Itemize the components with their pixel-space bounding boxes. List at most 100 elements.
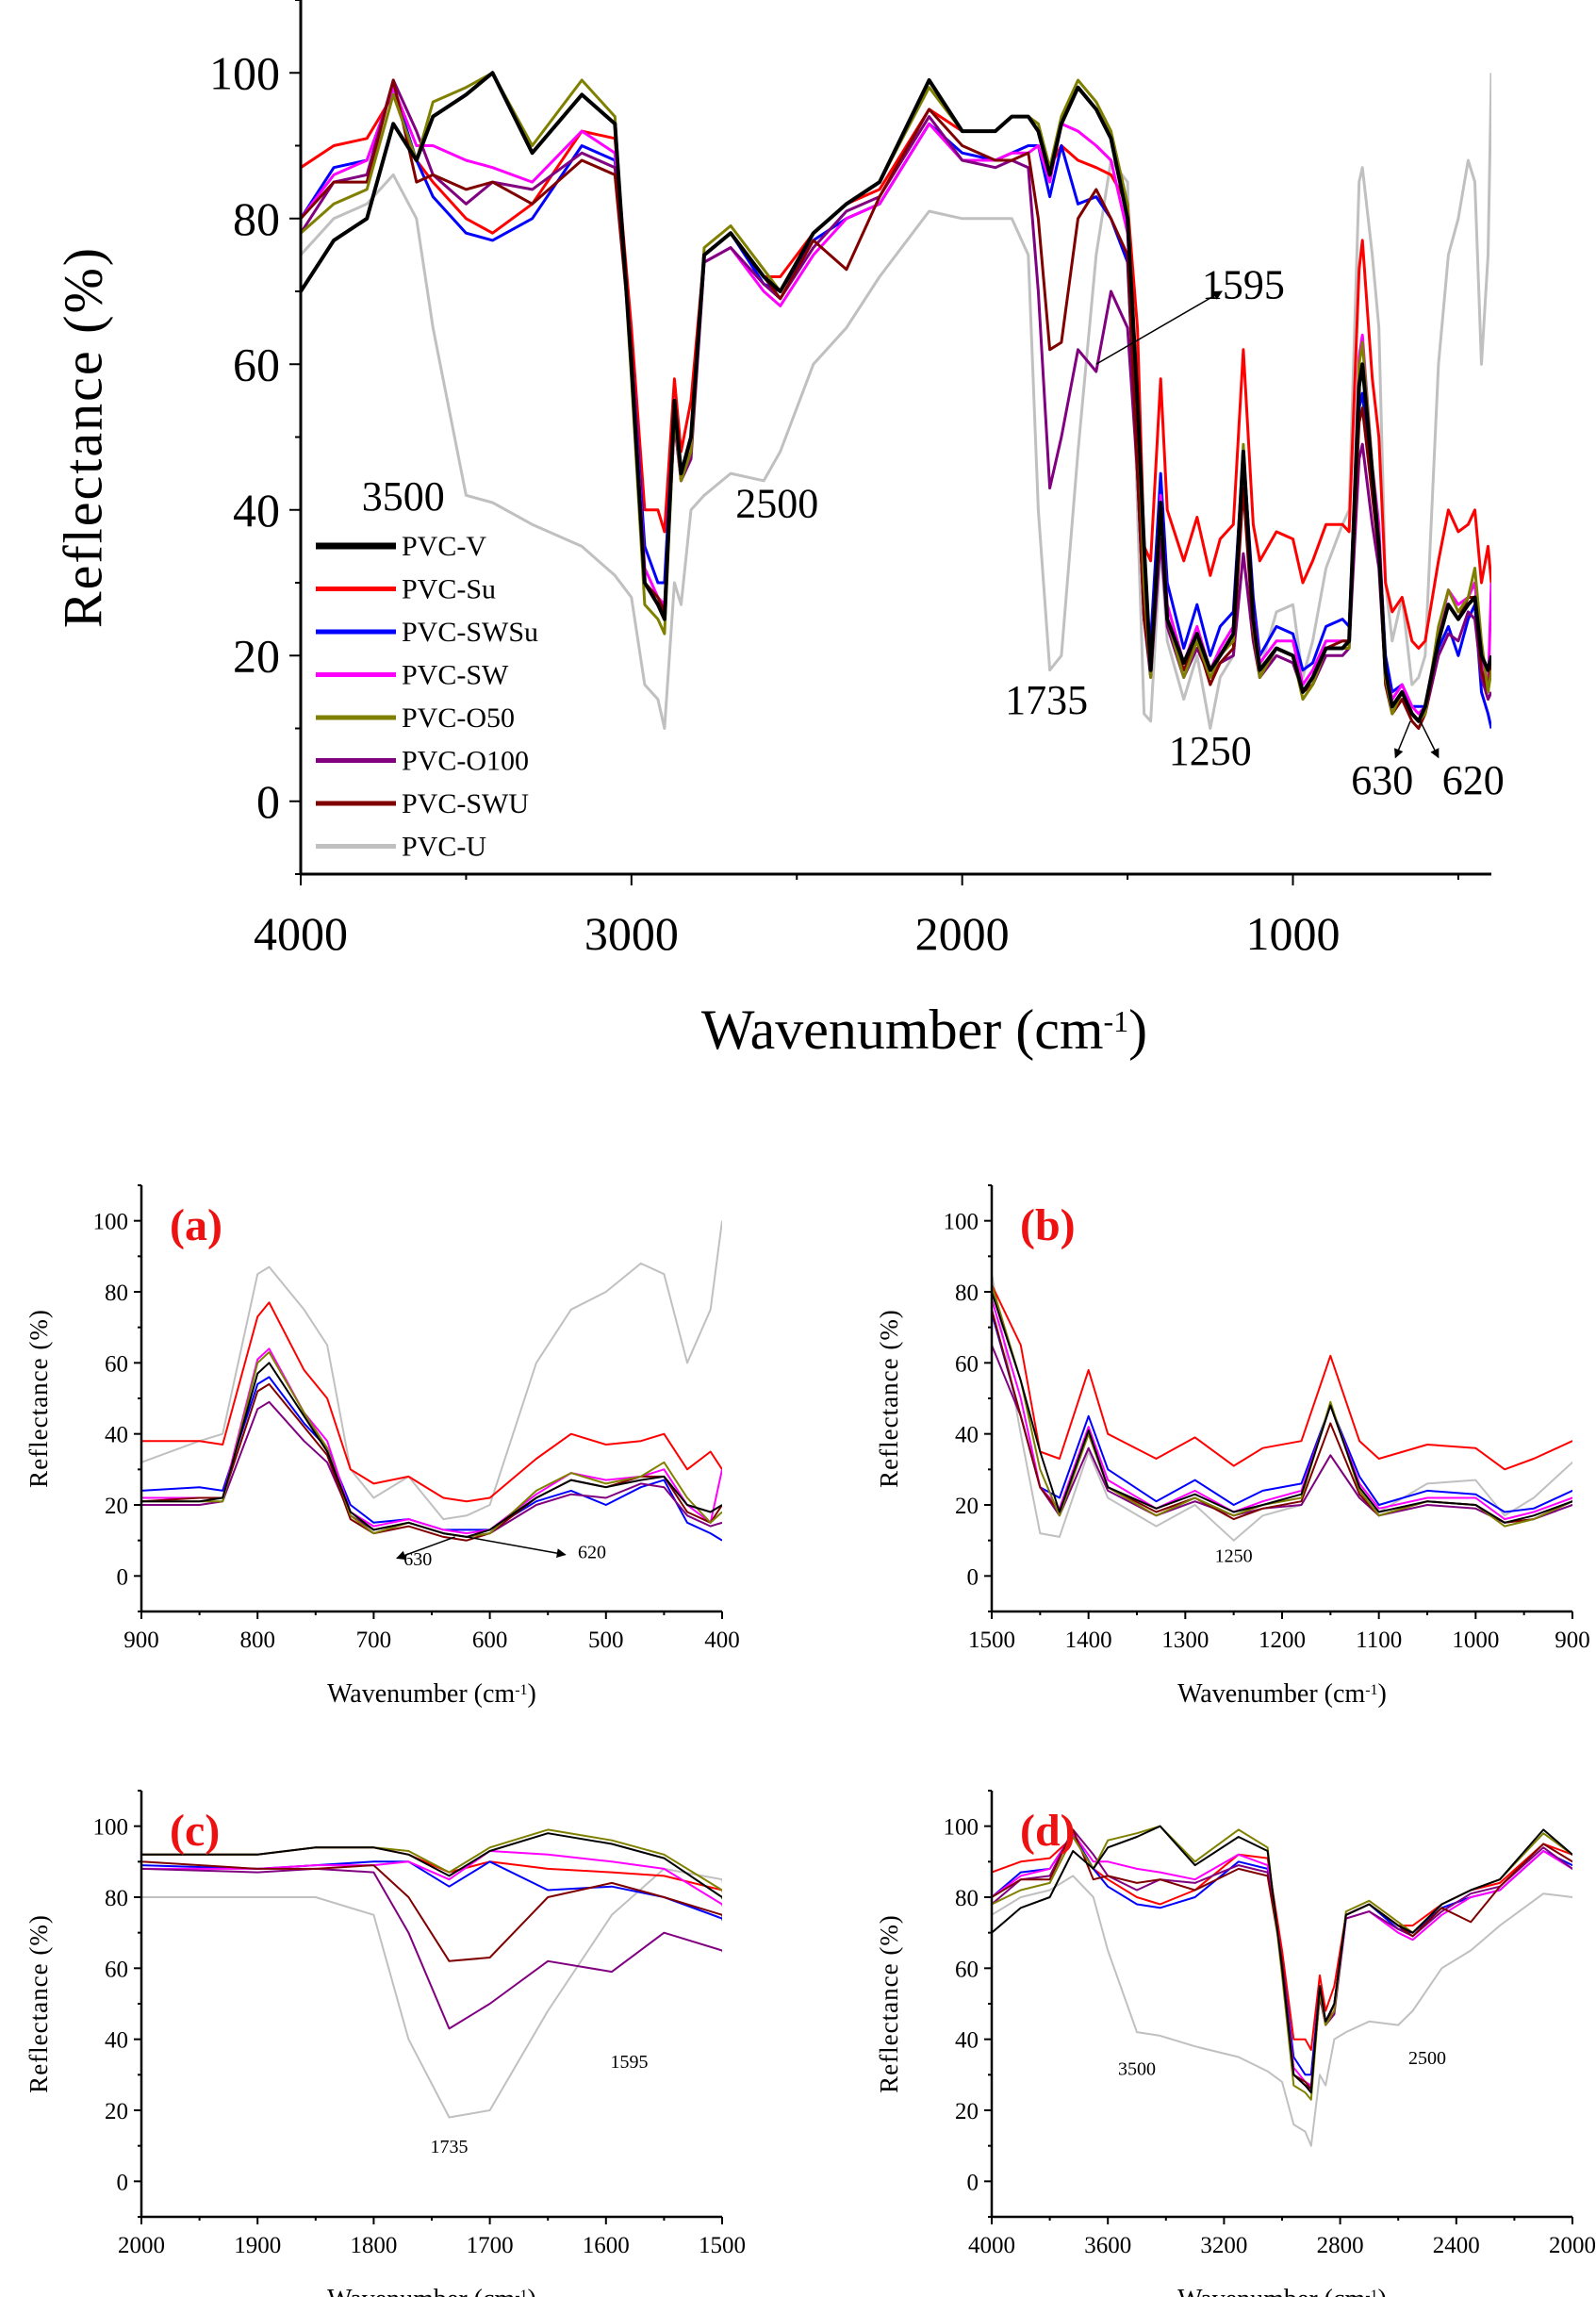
- x-tick-label: 3200: [1200, 2233, 1247, 2258]
- legend-entry: PVC-O50: [402, 702, 515, 734]
- y-tick-label: 100: [944, 1815, 979, 1841]
- panel-a: 0 20 40 60 80 100 900 800 700 600 500 400 Wavenumber…: [25, 1184, 740, 1709]
- annotation-label: 620: [1442, 757, 1505, 803]
- x-tick-label: 1600: [583, 2233, 630, 2258]
- y-axis-title: Reflectance (%): [25, 1309, 53, 1488]
- series-line-pvc-su: [992, 1283, 1572, 1471]
- x-axis-title-close: ): [1128, 999, 1147, 1061]
- annotation-label: 1250: [1169, 728, 1252, 774]
- y-tick-label: 0: [967, 2170, 979, 2195]
- legend-entry: PVC-SWSu: [402, 617, 538, 648]
- series-line-pvc-swsu: [141, 1376, 722, 1542]
- y-tick-label: 80: [105, 1281, 128, 1306]
- series-line-pvc-o50: [992, 1825, 1572, 2101]
- annotation-label: 2500: [735, 480, 818, 526]
- series-line-pvc-o100: [992, 1828, 1572, 2090]
- y-tick-label: 20: [955, 2099, 979, 2124]
- y-tick-label: 100: [944, 1210, 979, 1235]
- y-axis-title: Reflectance (%): [875, 1309, 903, 1488]
- y-tick-label: 80: [955, 1886, 979, 1911]
- series-line-pvc-o50: [141, 1351, 722, 1538]
- series-line-pvc-su: [141, 1301, 722, 1503]
- x-tick-label: 4000: [968, 2233, 1015, 2258]
- x-tick-label: 3600: [1084, 2233, 1131, 2258]
- x-tick-label: 1100: [1356, 1628, 1402, 1653]
- x-axis-title-superscript: -1: [515, 2288, 527, 2297]
- x-tick-label: 900: [1555, 1628, 1590, 1653]
- panel-label: (a): [170, 1200, 222, 1250]
- series-line-pvc-u: [992, 1273, 1572, 1542]
- y-tick-label: 80: [233, 192, 280, 245]
- legend-entry: PVC-SW: [402, 660, 509, 691]
- legend-entry: PVC-U: [402, 832, 486, 863]
- series-line-pvc-v: [992, 1290, 1572, 1524]
- x-tick-label: 400: [704, 1628, 740, 1653]
- series-line-pvc-sw: [992, 1832, 1572, 2087]
- series-line-pvc-su: [301, 92, 1491, 650]
- y-tick-label: 20: [105, 1494, 128, 1519]
- series-line-pvc-o100: [141, 1867, 722, 2030]
- annotation-label: 1250: [1215, 1545, 1253, 1566]
- series-line-pvc-swsu: [141, 1860, 722, 1922]
- x-tick-label: 1700: [467, 2233, 514, 2258]
- x-axis-title-superscript: -1: [1365, 1682, 1377, 1698]
- y-tick-label: 40: [105, 1423, 128, 1448]
- y-tick-label: 60: [955, 1957, 979, 1982]
- y-axis-title: Reflectance (%): [25, 1914, 53, 2093]
- x-axis-title: Wavenumber (cm-1): [701, 999, 1147, 1061]
- series-group: [992, 1825, 1572, 2147]
- annotation-arrow: [466, 1536, 567, 1559]
- x-axis-title: Wavenumber (cm-1): [327, 2285, 536, 2297]
- series-line-pvc-su: [992, 1836, 1572, 2051]
- x-tick-label: 700: [356, 1628, 392, 1653]
- x-axis-title-superscript: -1: [1365, 2288, 1377, 2297]
- annotation-label: 1735: [430, 2137, 468, 2157]
- x-tick-label: 900: [123, 1628, 159, 1653]
- legend-entry: PVC-O100: [402, 746, 529, 777]
- x-axis-title-close: ): [528, 2285, 536, 2297]
- series-group: [301, 71, 1491, 730]
- annotation-arrow: [1419, 720, 1440, 759]
- annotation-arrow: [1095, 290, 1223, 365]
- x-axis-title-main: Wavenumber (cm: [1177, 1679, 1365, 1709]
- x-tick-label: 1000: [1246, 907, 1341, 960]
- x-tick-label: 1900: [234, 2233, 281, 2258]
- legend-entry: PVC-SWU: [402, 788, 529, 819]
- x-axis-title-main: Wavenumber (cm: [327, 2285, 515, 2297]
- x-tick-label: 500: [588, 1628, 624, 1653]
- x-tick-label: 1200: [1259, 1628, 1306, 1653]
- y-tick-label: 20: [105, 2099, 128, 2124]
- x-axis-title-main: Wavenumber (cm: [327, 1679, 515, 1709]
- annotation-arrow: [396, 1536, 455, 1561]
- x-axis-title-main: Wavenumber (cm: [701, 999, 1104, 1061]
- panel-d: 0 20 40 60 80 100 4000 3600 3200 2800 2400 2000 Wave…: [875, 1790, 1596, 2297]
- series-line-pvc-v: [301, 71, 1491, 723]
- annotation-label: 620: [578, 1543, 606, 1563]
- x-tick-label: 1400: [1065, 1628, 1112, 1653]
- y-tick-label: 60: [105, 1957, 128, 1982]
- series-line-pvc-v: [992, 1825, 1572, 2094]
- panel-c: 0 20 40 60 80 100 2000 1900 1800 1700 1600 1500 Wave…: [25, 1790, 746, 2297]
- y-tick-label: 100: [209, 46, 280, 99]
- annotation-label: 630: [1351, 757, 1413, 803]
- series-line-pvc-u: [992, 1875, 1572, 2147]
- series-line-pvc-sw: [141, 1347, 722, 1535]
- x-axis-title-superscript: -1: [515, 1682, 527, 1698]
- y-axis-title: Reflectance (%): [52, 246, 113, 628]
- series-line-pvc-o50: [141, 1828, 722, 1893]
- x-axis-title-close: ): [528, 1679, 536, 1709]
- series-line-pvc-u: [141, 1220, 722, 1521]
- series-line-pvc-v: [141, 1832, 722, 1900]
- y-tick-label: 40: [955, 1423, 979, 1448]
- series-line-pvc-su: [141, 1846, 722, 1892]
- x-tick-label: 1300: [1161, 1628, 1209, 1653]
- y-tick-label: 40: [105, 2028, 128, 2054]
- x-tick-label: 2000: [915, 907, 1010, 960]
- x-axis-title-close: ): [1378, 2285, 1387, 2297]
- x-tick-label: 4000: [254, 907, 348, 960]
- y-tick-label: 60: [233, 338, 280, 390]
- series-line-pvc-sw: [141, 1850, 722, 1908]
- y-tick-label: 20: [955, 1494, 979, 1519]
- series-line-pvc-swu: [141, 1382, 722, 1542]
- annotation-label: 1735: [1005, 677, 1088, 723]
